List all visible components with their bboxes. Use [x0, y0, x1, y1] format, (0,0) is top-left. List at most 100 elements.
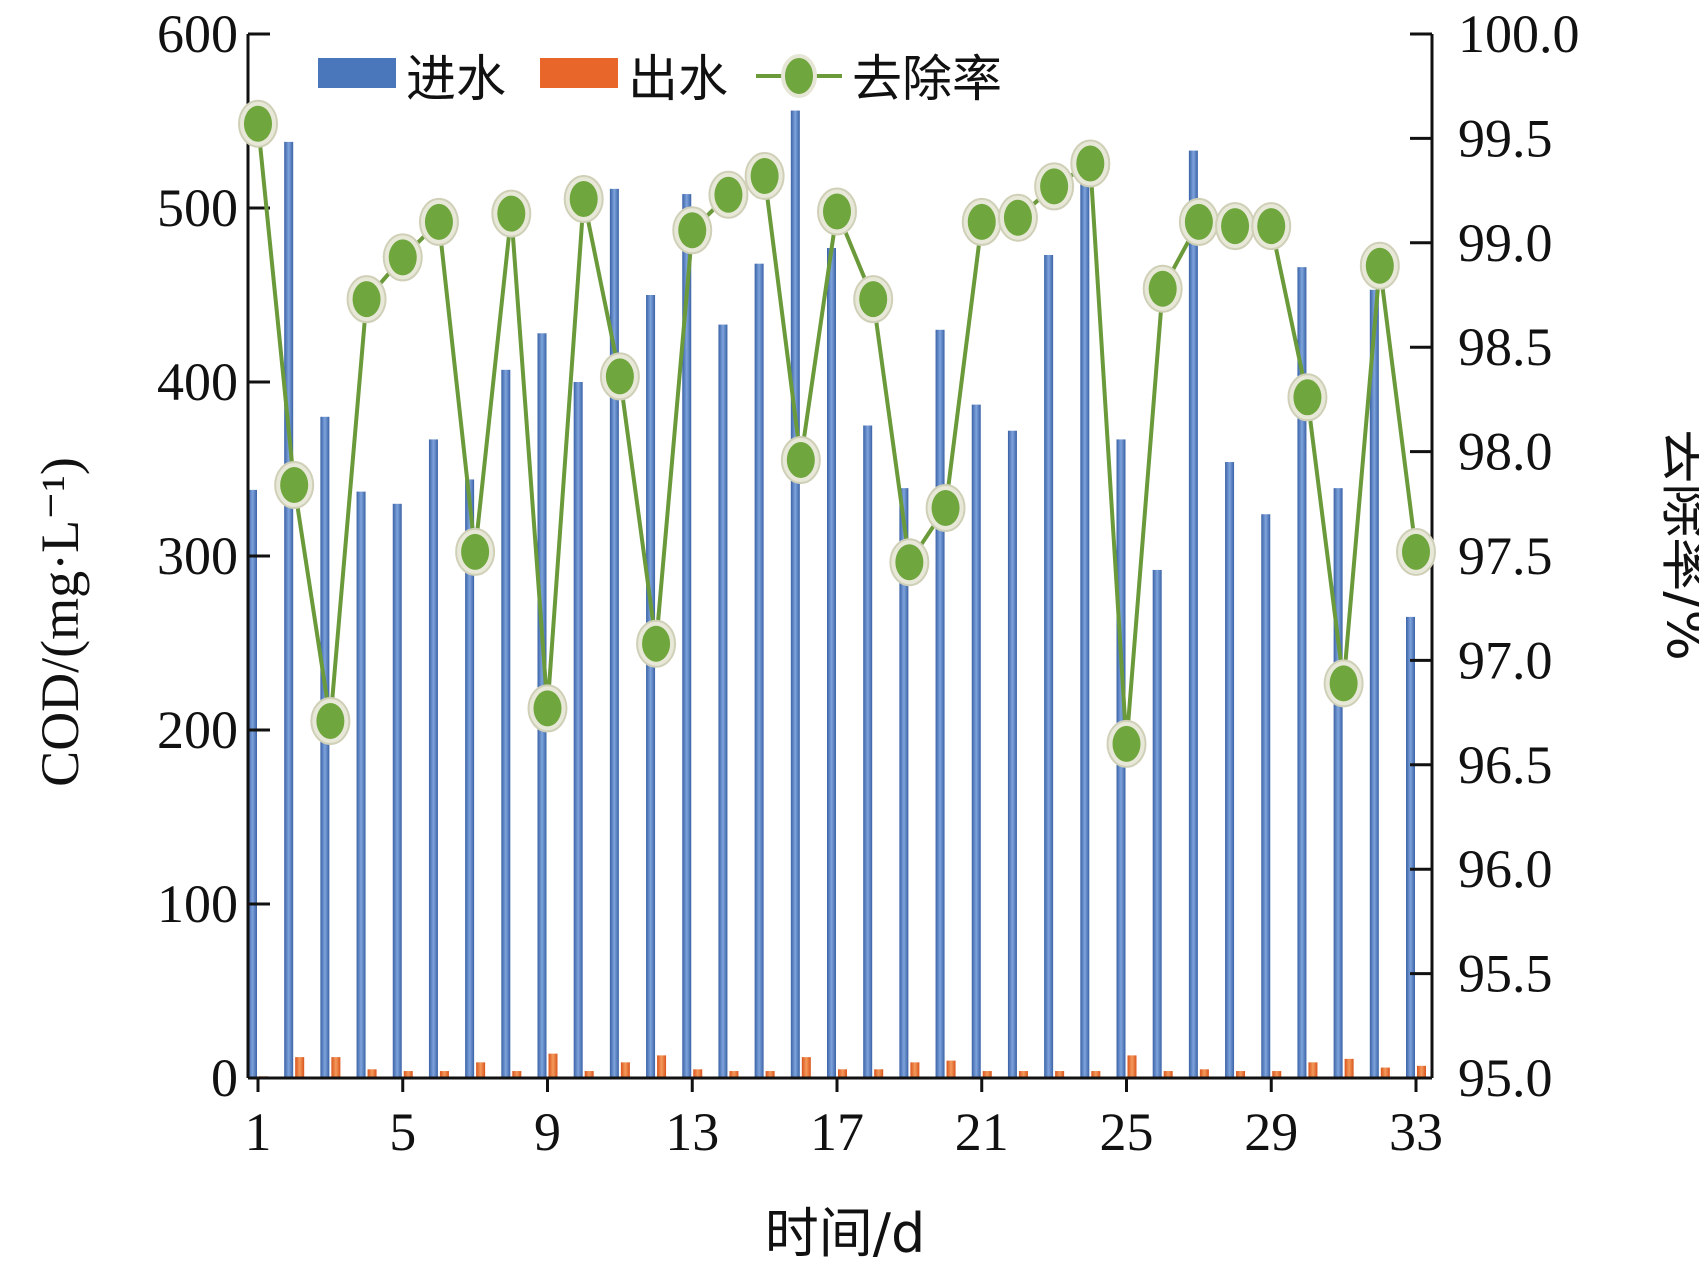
removal-rate-marker	[786, 441, 815, 478]
effluent-bar	[657, 1055, 667, 1078]
right-y-tick-label: 98.0	[1458, 422, 1553, 482]
removal-rate-marker	[714, 176, 743, 213]
removal-rate-marker	[823, 193, 851, 230]
effluent-bar	[439, 1071, 449, 1078]
influent-bar	[1080, 180, 1090, 1078]
x-tick-label: 33	[1389, 1102, 1443, 1162]
influent-bar	[573, 382, 583, 1078]
effluent-bar	[838, 1069, 847, 1078]
x-tick-label: 25	[1100, 1102, 1154, 1162]
right-y-tick-label: 99.5	[1458, 108, 1553, 168]
x-axis-title: 时间/d	[765, 1202, 925, 1265]
removal-rate-marker	[1293, 379, 1322, 416]
effluent-bar	[910, 1062, 920, 1078]
effluent-bar	[548, 1053, 558, 1078]
removal-rate-marker	[280, 467, 309, 504]
removal-rate-marker	[569, 180, 598, 217]
influent-bar	[609, 188, 619, 1079]
right-y-tick-label: 97.0	[1458, 630, 1553, 690]
right-y-tick-label: 95.5	[1458, 944, 1553, 1004]
influent-bar	[1044, 254, 1054, 1079]
effluent-bar	[1417, 1065, 1426, 1078]
influent-bar	[465, 479, 475, 1078]
removal-rate-marker	[1329, 665, 1358, 702]
removal-rate-marker	[678, 212, 707, 249]
effluent-bar	[1018, 1071, 1028, 1078]
right-y-tick-label: 100.0	[1458, 4, 1580, 64]
x-tick-label: 17	[810, 1102, 864, 1162]
effluent-bar	[1091, 1071, 1101, 1078]
right-y-tick-label: 95.0	[1458, 1048, 1553, 1108]
removal-rate-marker	[1076, 145, 1105, 182]
legend-swatch-effluent	[540, 58, 618, 88]
left-y-tick-label: 300	[157, 526, 238, 586]
effluent-bar	[982, 1071, 992, 1078]
influent-bar	[284, 141, 294, 1078]
effluent-bar	[403, 1071, 413, 1078]
effluent-bar	[476, 1062, 486, 1078]
influent-bar	[790, 110, 800, 1078]
removal-rate-marker	[497, 195, 526, 232]
removal-rate-marker	[244, 105, 272, 142]
removal-rate-marker	[642, 625, 671, 662]
influent-bar	[1369, 289, 1379, 1078]
removal-rate-marker	[316, 702, 345, 739]
left-y-tick-label: 500	[157, 178, 238, 238]
removal-rate-marker	[605, 358, 634, 395]
influent-bar	[392, 503, 402, 1078]
removal-rate-marker	[1221, 208, 1250, 245]
removal-rate-marker	[1148, 270, 1177, 307]
influent-bar	[356, 491, 366, 1078]
influent-bar	[1406, 616, 1415, 1078]
effluent-bar	[1380, 1067, 1390, 1078]
effluent-bar	[331, 1057, 341, 1078]
removal-rate-marker	[931, 489, 960, 526]
left-y-tick-label: 0	[211, 1048, 238, 1108]
influent-bar	[1152, 569, 1162, 1078]
effluent-bar	[801, 1057, 811, 1078]
left-y-axis-title: COD/(mg·L⁻¹)	[30, 457, 90, 787]
legend-marker-removal	[781, 54, 817, 98]
removal-rate-marker	[1365, 247, 1394, 284]
x-tick-label: 1	[245, 1102, 272, 1162]
removal-rate-marker	[1184, 203, 1213, 240]
effluent-bar	[584, 1071, 594, 1078]
legend-label-removal: 去除率	[852, 50, 1002, 108]
removal-rate-marker	[859, 281, 888, 318]
effluent-bar	[1055, 1071, 1065, 1078]
removal-rate-marker	[424, 203, 453, 240]
removal-rate-marker	[533, 690, 562, 727]
removal-rate-marker	[1040, 168, 1069, 205]
effluent-bar	[1127, 1055, 1137, 1078]
influent-bar	[501, 369, 511, 1078]
effluent-bar	[295, 1057, 305, 1078]
effluent-bar	[765, 1071, 775, 1078]
removal-rate-marker	[1402, 533, 1430, 570]
left-y-tick-label: 200	[157, 700, 238, 760]
tick-labels: 0 100 200 300 400 500 600 95.0 95.5 96.0 96.5 97.0 9…	[157, 4, 1580, 1162]
effluent-bar	[693, 1069, 703, 1078]
left-y-tick-label: 100	[157, 874, 238, 934]
removal-rate-marker	[461, 533, 490, 570]
x-tick-label: 21	[955, 1102, 1009, 1162]
removal-rate-marker	[750, 157, 779, 194]
influent-bar	[428, 439, 438, 1078]
x-tick-label: 9	[534, 1102, 561, 1162]
effluent-bar	[874, 1069, 884, 1078]
influent-bar	[682, 194, 692, 1078]
right-y-tick-label: 97.5	[1458, 526, 1553, 586]
influent-bar	[248, 489, 257, 1078]
effluent-bar	[367, 1069, 377, 1078]
right-y-tick-label: 98.5	[1458, 317, 1553, 377]
effluent-bar	[1163, 1071, 1173, 1078]
removal-rate-marker	[1257, 208, 1286, 245]
removal-rate-marker	[967, 203, 996, 240]
effluent-bar	[1199, 1069, 1209, 1078]
effluent-bar	[1344, 1058, 1354, 1078]
left-y-tick-label: 600	[157, 4, 238, 64]
right-y-tick-label: 96.5	[1458, 735, 1553, 795]
removal-rate-marker	[895, 544, 924, 581]
left-y-tick-label: 400	[157, 352, 238, 412]
influent-bar	[971, 404, 981, 1078]
